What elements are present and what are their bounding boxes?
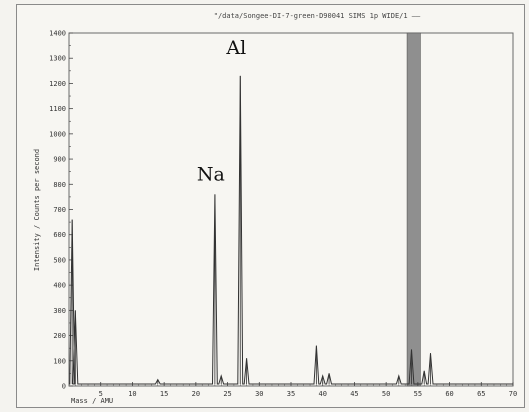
y-tick-label: 1100: [49, 105, 66, 113]
chart-title: "/data/Songee-DI-7-green-D90041 SIMS 1p …: [214, 12, 421, 20]
y-tick-label: 1000: [49, 130, 66, 138]
x-tick-label: 65: [477, 390, 485, 398]
annotation-layer: Na Al: [197, 37, 246, 185]
x-tick-label: 60: [445, 390, 453, 398]
y-tick-label: 1400: [49, 30, 66, 38]
x-tick-label: 40: [318, 390, 326, 398]
y-tick-label: 800: [53, 181, 66, 189]
y-tick-label: 700: [53, 206, 66, 214]
x-tick-label: 25: [223, 390, 231, 398]
y-tick-label: 900: [53, 156, 66, 164]
x-tick-label: 45: [350, 390, 358, 398]
x-tick-label: 20: [192, 390, 200, 398]
highlight-band-layer: [406, 32, 421, 387]
x-tick-label: 35: [287, 390, 295, 398]
x-tick-label: 30: [255, 390, 263, 398]
y-tick-label: 200: [53, 332, 66, 340]
highlight-band: [406, 32, 421, 387]
x-tick-label: 15: [160, 390, 168, 398]
chart-frame: "/data/Songee-DI-7-green-D90041 SIMS 1p …: [16, 4, 525, 408]
x-tick-label: 70: [509, 390, 517, 398]
peak-label-na: Na: [197, 163, 225, 185]
plot-area: [68, 32, 514, 387]
x-tick-label: 5: [99, 390, 103, 398]
y-tick-label: 300: [53, 307, 66, 315]
x-axis-label: Mass / AMU: [71, 397, 113, 405]
y-tick-label: 100: [53, 357, 66, 365]
spectrum-chart: "/data/Songee-DI-7-green-D90041 SIMS 1p …: [33, 12, 517, 405]
x-tick-label: 10: [128, 390, 136, 398]
y-tick-label: 1300: [49, 55, 66, 63]
y-tick-label: 500: [53, 256, 66, 264]
y-tick-label: 0: [62, 383, 66, 391]
y-tick-label: 1200: [49, 80, 66, 88]
y-tick-label: 600: [53, 231, 66, 239]
x-tick-label: 55: [414, 390, 422, 398]
peak-layer: [68, 75, 514, 385]
spectrum-line: [68, 75, 514, 385]
y-tick-label: 400: [53, 282, 66, 290]
y-axis-label: Intensity / Counts per second: [33, 149, 41, 271]
x-tick-label: 50: [382, 390, 390, 398]
peak-label-al: Al: [225, 37, 246, 59]
